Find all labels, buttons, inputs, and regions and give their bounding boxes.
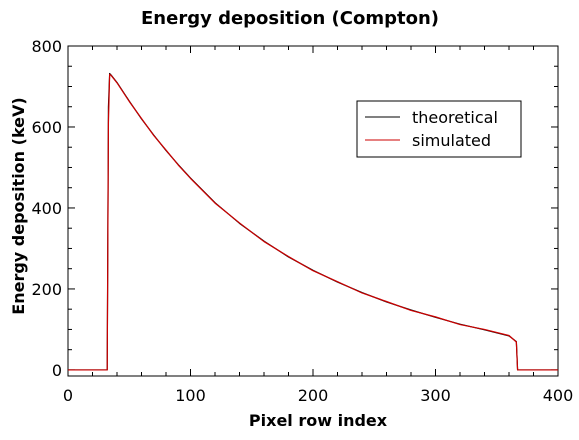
plot-frame bbox=[67, 45, 559, 377]
x-tick-labels: 0 100 200 300 400 bbox=[63, 386, 573, 405]
x-tick-label: 100 bbox=[175, 386, 206, 405]
axis-ticks bbox=[67, 45, 559, 376]
series-line-simulated bbox=[68, 73, 558, 371]
legend-box bbox=[356, 100, 522, 158]
legend: theoretical simulated bbox=[356, 100, 522, 158]
y-axis-label: Energy deposition (keV) bbox=[9, 97, 28, 314]
x-tick-label: 300 bbox=[420, 386, 451, 405]
x-tick-label: 200 bbox=[298, 386, 329, 405]
plot-area bbox=[67, 45, 559, 377]
legend-label-simulated: simulated bbox=[412, 131, 491, 150]
y-tick-label: 600 bbox=[31, 118, 62, 137]
y-tick-label: 400 bbox=[31, 199, 62, 218]
x-tick-label: 400 bbox=[543, 386, 574, 405]
x-axis-label: Pixel row index bbox=[249, 411, 388, 430]
y-tick-label: 800 bbox=[31, 37, 62, 56]
chart-title: Energy deposition (Compton) bbox=[141, 8, 439, 29]
legend-label-theoretical: theoretical bbox=[412, 108, 498, 127]
series-layer bbox=[68, 72, 558, 371]
x-tick-label: 0 bbox=[63, 386, 73, 405]
y-tick-labels: 0 200 400 600 800 bbox=[31, 37, 62, 380]
y-tick-label: 200 bbox=[31, 280, 62, 299]
y-tick-label: 0 bbox=[52, 361, 62, 380]
